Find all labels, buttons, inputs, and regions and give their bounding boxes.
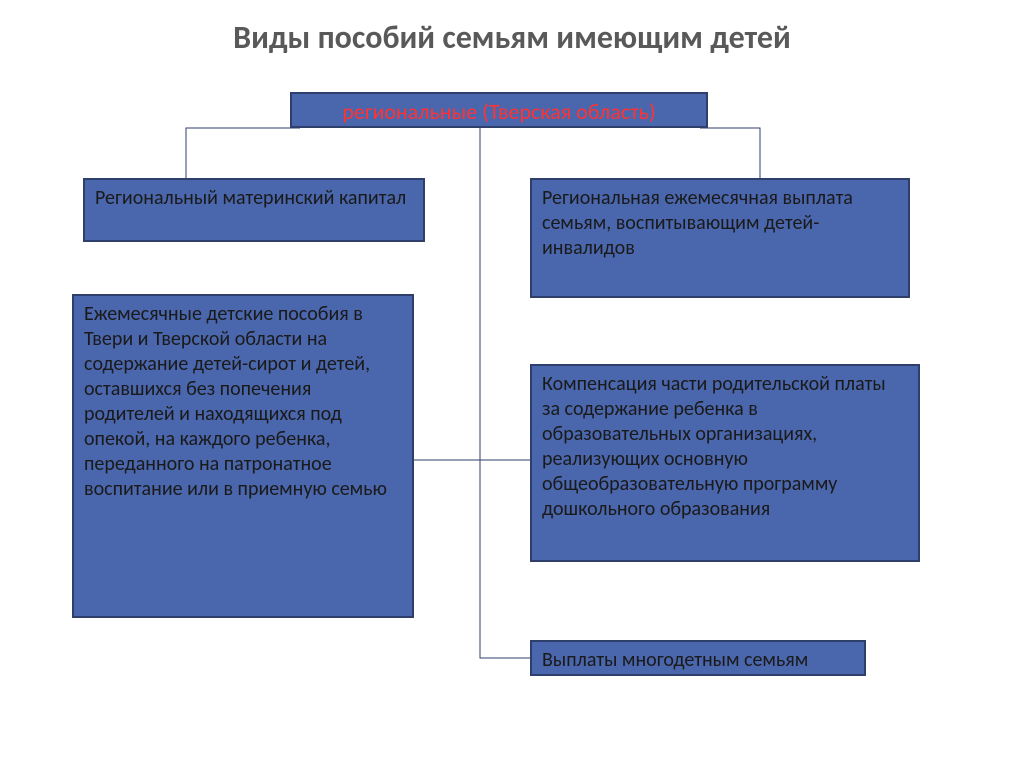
node: Региональная ежемесячная выплата семьям,… [530, 178, 910, 298]
node: Компенсация части родительской платы за … [530, 364, 920, 562]
node: Региональный материнский капитал [83, 178, 425, 242]
root-node: региональные (Тверская область) [290, 92, 708, 128]
edge [186, 128, 300, 178]
edge [480, 128, 530, 460]
edge [480, 128, 530, 658]
node: Ежемесячные детские пособия в Твери и Тв… [72, 294, 414, 618]
diagram-stage: Виды пособий семьям имеющим детей региона… [0, 0, 1024, 768]
diagram-title: Виды пособий семьям имеющим детей [0, 18, 1024, 57]
node: Выплаты многодетным семьям [530, 640, 866, 676]
edge [700, 128, 760, 178]
